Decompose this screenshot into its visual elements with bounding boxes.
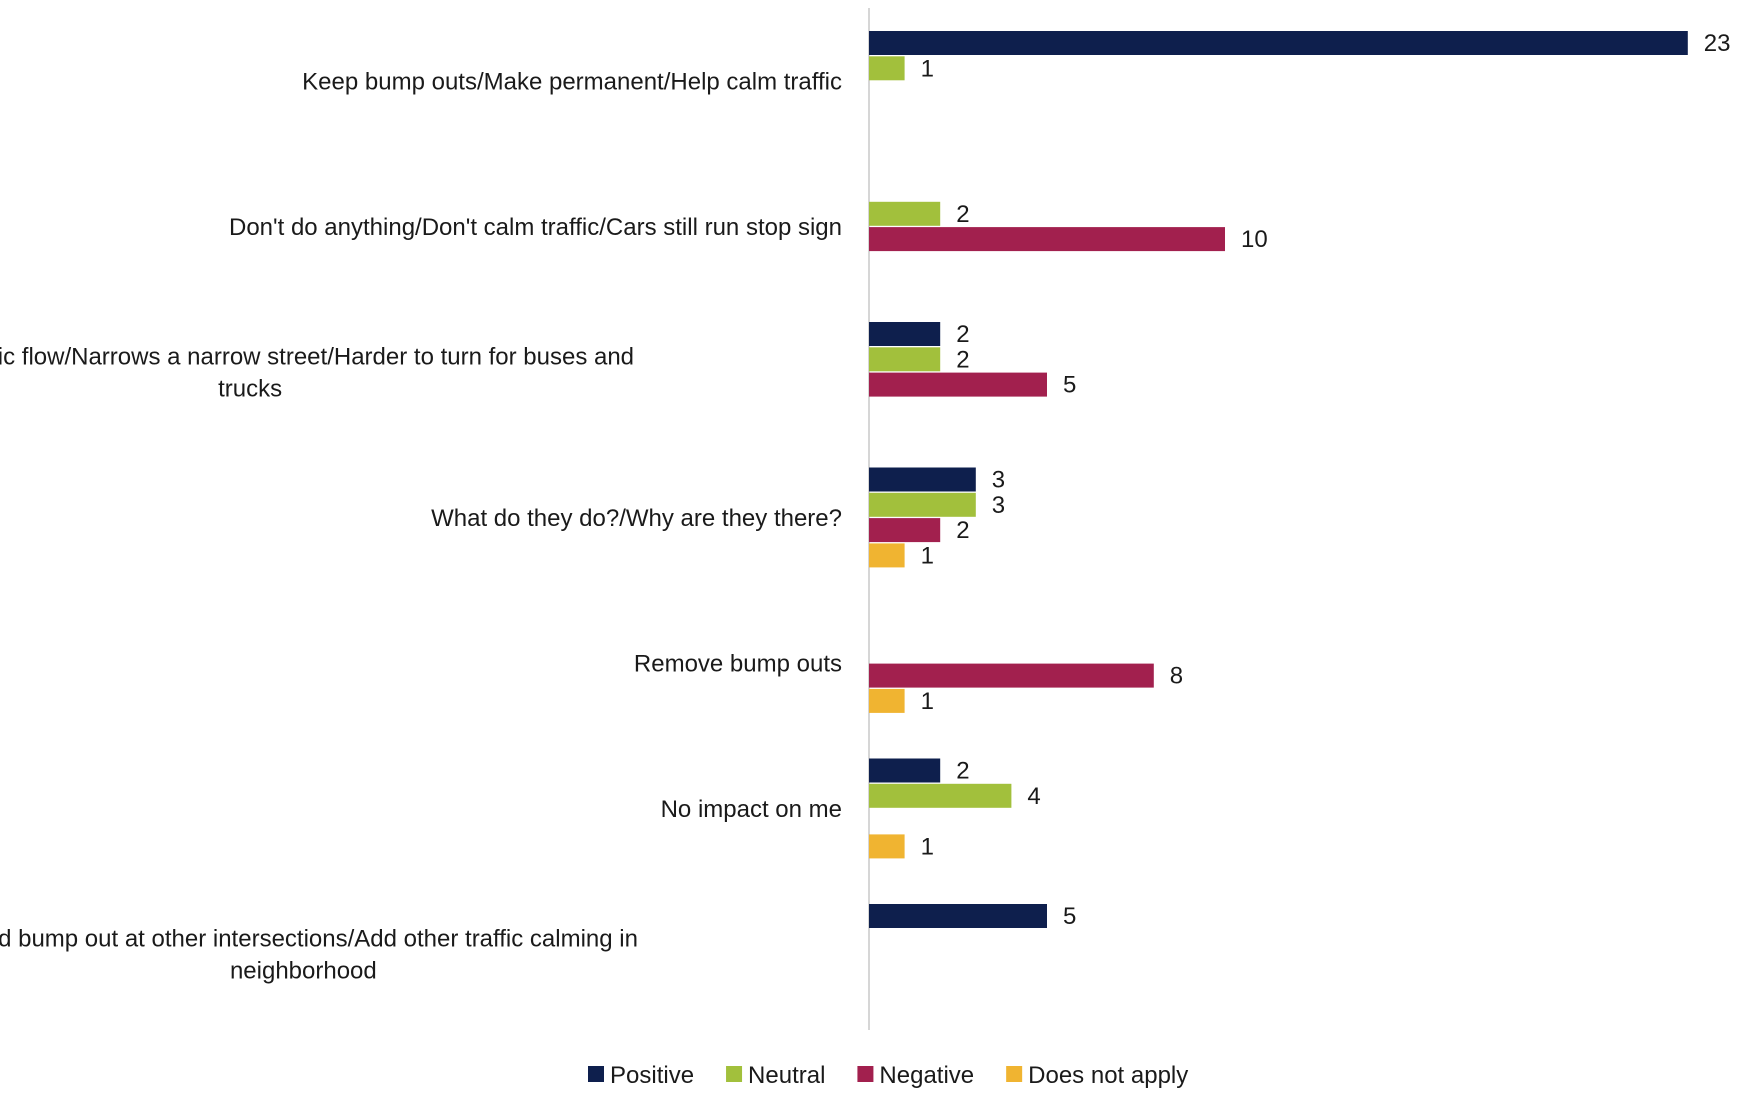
legend-swatch-negative: [857, 1066, 874, 1082]
data-label: 1: [921, 542, 934, 569]
category-label-line: neighborhood: [230, 958, 377, 985]
data-label: 3: [992, 492, 1005, 519]
data-label: 4: [1027, 783, 1040, 810]
legend-swatch-positive: [588, 1066, 604, 1082]
category-label: No impact on me: [661, 796, 842, 823]
bar-negative: [869, 518, 941, 543]
legend-swatch-does-not-apply: [1006, 1066, 1023, 1082]
data-label: 23: [1704, 30, 1731, 57]
bar-neutral: [869, 56, 905, 81]
bar-positive: [869, 467, 976, 492]
legend-label: Neutral: [748, 1062, 825, 1089]
category-label: What do they do?/Why are they there?: [431, 505, 842, 532]
bar-negative: [869, 227, 1225, 252]
data-label: 5: [1063, 372, 1076, 399]
bar-does-not-apply: [869, 688, 905, 713]
category-label-line: Remove bump outs: [634, 651, 842, 678]
data-label: 1: [921, 55, 934, 82]
legend-label: Does not apply: [1028, 1062, 1188, 1089]
category-label: Add bump out at other intersections/Add …: [0, 926, 638, 985]
bar-positive: [869, 31, 1688, 55]
category-labels: Keep bump outs/Make permanent/Help calm …: [0, 69, 842, 985]
data-label: 1: [921, 688, 934, 715]
category-label: Remove bump outs: [634, 651, 842, 678]
bar-neutral: [869, 347, 941, 372]
category-label-line: Add bump out at other intersections/Add …: [0, 926, 638, 953]
category-label-line: Keep bump outs/Make permanent/Help calm …: [302, 69, 842, 96]
data-label: 2: [956, 346, 969, 373]
bar-neutral: [869, 783, 1012, 808]
data-label: 1: [921, 833, 934, 860]
legend-swatch-neutral: [726, 1066, 743, 1082]
category-label-line: Impacts traffic flow/Narrows a narrow st…: [0, 344, 634, 371]
data-label: 3: [992, 467, 1005, 494]
legend-label: Positive: [610, 1062, 694, 1089]
bar-positive: [869, 758, 941, 783]
bar-positive: [869, 322, 941, 346]
category-label-line: Don't do anything/Don't calm traffic/Car…: [229, 214, 842, 241]
bar-neutral: [869, 492, 976, 517]
data-label: 2: [956, 321, 969, 348]
bars: [869, 31, 1688, 928]
bar-neutral: [869, 201, 941, 226]
data-label: 10: [1241, 226, 1268, 253]
data-label: 2: [956, 758, 969, 785]
category-label-line: trucks: [218, 376, 282, 403]
category-label: Impacts traffic flow/Narrows a narrow st…: [0, 344, 634, 403]
data-label: 5: [1063, 903, 1076, 930]
category-label-line: What do they do?/Why are they there?: [431, 505, 842, 532]
category-label: Don't do anything/Don't calm traffic/Car…: [229, 214, 842, 241]
category-label-line: No impact on me: [661, 796, 842, 823]
bar-positive: [869, 904, 1047, 928]
bar-does-not-apply: [869, 834, 905, 859]
data-label: 2: [956, 517, 969, 544]
legend: Positive Neutral Negative Does not apply: [588, 1062, 1188, 1089]
category-label: Keep bump outs/Make permanent/Help calm …: [302, 69, 842, 96]
bar-negative: [869, 663, 1154, 688]
legend-label: Negative: [879, 1062, 974, 1089]
data-label: 8: [1170, 663, 1183, 690]
data-label: 2: [956, 201, 969, 228]
bar-does-not-apply: [869, 543, 905, 568]
bar-negative: [869, 372, 1047, 397]
